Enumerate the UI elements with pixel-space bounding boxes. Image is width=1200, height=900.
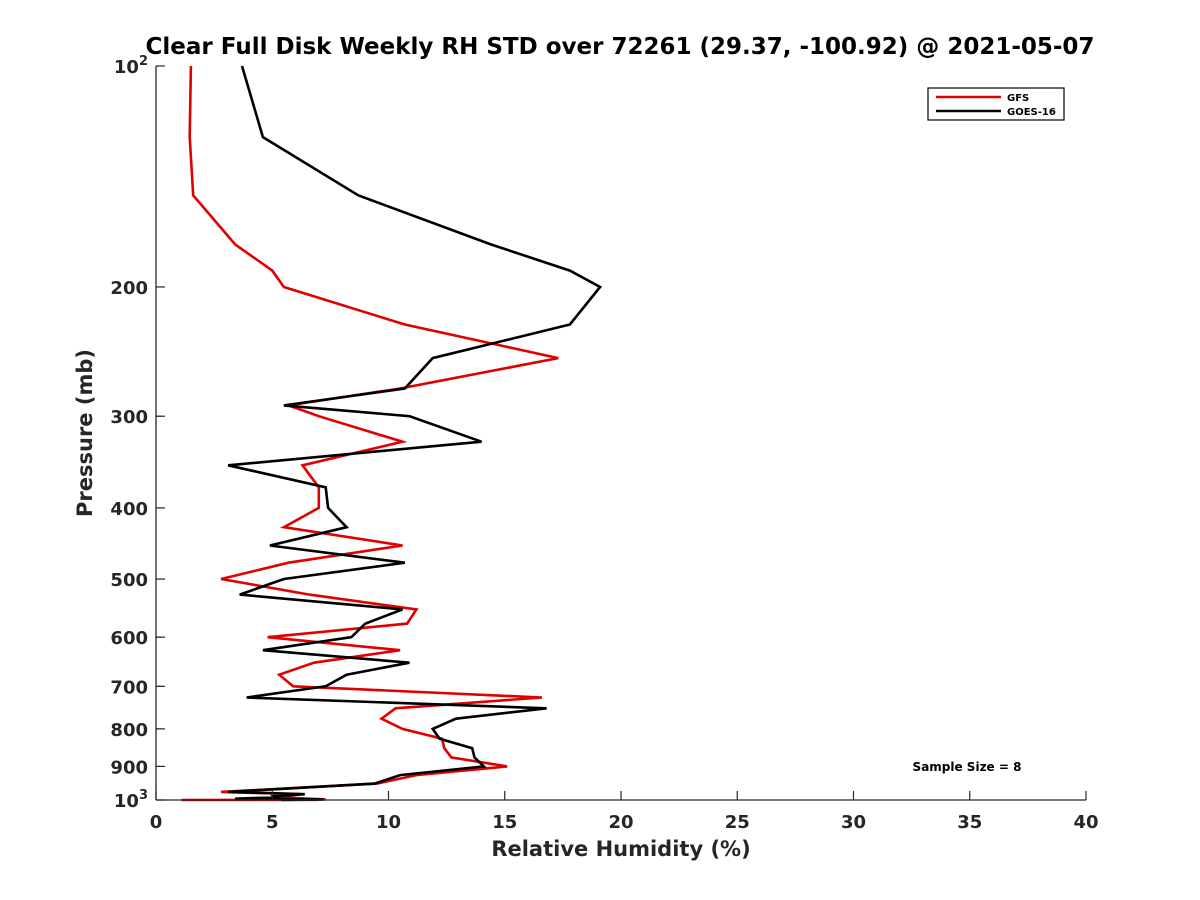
- x-tick-label: 35: [957, 812, 982, 833]
- x-tick-label: 25: [725, 812, 750, 833]
- y-tick-label: 900: [110, 757, 148, 778]
- x-tick-label: 15: [492, 812, 517, 833]
- y-tick-label: 800: [110, 720, 148, 741]
- plot-background: [156, 66, 1086, 800]
- legend-box: [927, 87, 1065, 121]
- series-line-goes16: [227, 65, 603, 802]
- x-tick-label: 0: [150, 812, 163, 833]
- y-tick-label: 500: [110, 570, 148, 591]
- plot-area: 0 5 10 15 20 25 30 35 40 102 200 300 400 500 600 700 800…: [110, 54, 1098, 833]
- x-tick-label: 20: [608, 812, 633, 833]
- y-tick-label: 103: [114, 788, 148, 812]
- x-tick-label: 40: [1073, 812, 1098, 833]
- y-tick-label: 200: [110, 278, 148, 299]
- series-layer: [181, 65, 603, 802]
- y-axis-label: Pressure (mb): [73, 349, 97, 517]
- legend-entry-goes16: GOES-16: [1007, 107, 1056, 118]
- y-tick-label: 600: [110, 628, 148, 649]
- sample-size-annotation: Sample Size = 8: [913, 760, 1022, 774]
- y-tick-label: 300: [110, 407, 148, 428]
- x-tick-label: 30: [841, 812, 866, 833]
- chart-title: Clear Full Disk Weekly RH STD over 72261…: [146, 34, 1095, 60]
- x-axis-label: Relative Humidity (%): [491, 837, 750, 861]
- legend: GFS GOES-16: [927, 87, 1065, 121]
- x-tick-label: 5: [266, 812, 279, 833]
- legend-entry-gfs: GFS: [1007, 93, 1029, 104]
- y-tick-label: 700: [110, 677, 148, 698]
- y-tick-label: 102: [114, 54, 148, 78]
- y-tick-label: 400: [110, 499, 148, 520]
- x-tick-label: 10: [376, 812, 401, 833]
- axes-layer: 0 5 10 15 20 25 30 35 40 102 200 300 400 500 600 700 800…: [110, 54, 1098, 833]
